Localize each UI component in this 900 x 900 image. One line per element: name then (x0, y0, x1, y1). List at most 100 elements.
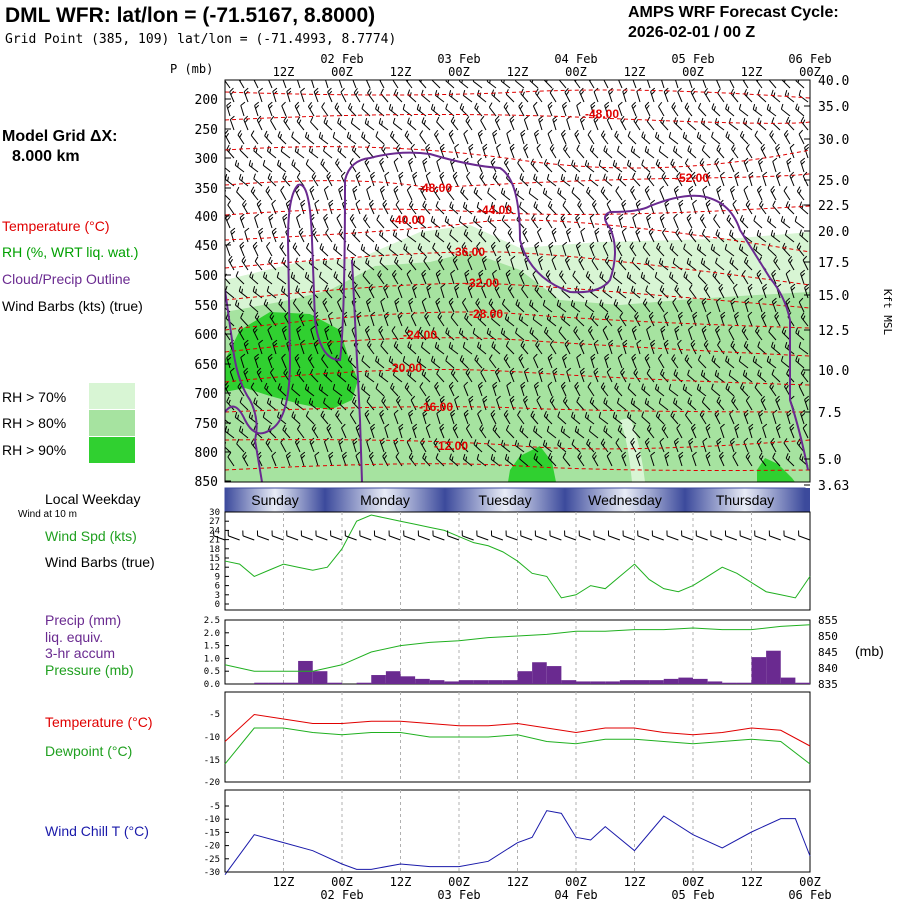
barb-staff (319, 276, 329, 285)
wind-barb (769, 130, 777, 145)
barb-staff (327, 91, 333, 103)
wind-barb (686, 213, 693, 229)
barb-flag (705, 287, 709, 292)
barb-flag (380, 88, 384, 94)
barb-staff (739, 108, 749, 117)
barb-staff (486, 80, 497, 89)
barb-flag (556, 300, 560, 306)
barb-flag (787, 160, 792, 165)
barb-flag (391, 106, 394, 112)
barb-staff (404, 80, 413, 89)
rh90-swatch (89, 437, 135, 463)
barb-flag (717, 340, 721, 346)
barb-staff (378, 122, 389, 131)
wind-barb (298, 311, 305, 327)
barb-staff (463, 233, 473, 243)
wind-barb (458, 327, 469, 341)
barb-flag (711, 103, 715, 109)
barb-staff (715, 80, 721, 89)
barb-staff (701, 301, 707, 313)
wind-barb (346, 243, 357, 257)
barb-staff (277, 136, 287, 145)
barb-flag (674, 284, 678, 290)
barb-staff (652, 535, 664, 541)
wind-barb (353, 284, 361, 299)
barb-flag (500, 327, 504, 334)
wind-barb (510, 255, 516, 271)
wind-barb (340, 87, 347, 103)
barb-flag (422, 272, 427, 277)
barb-staff (657, 302, 665, 313)
barb-flag (743, 185, 749, 191)
barb-flag (797, 330, 800, 335)
barb-flag (391, 326, 396, 332)
barb-flag (454, 283, 460, 288)
height-tick-label: 20.0 (818, 225, 849, 240)
barb-flag (802, 255, 808, 261)
wind-barb (492, 269, 497, 285)
barb-flag (754, 130, 758, 136)
barb-staff (533, 133, 539, 145)
wind-barb (267, 325, 273, 341)
barb-flag (662, 119, 665, 125)
barb-flag (391, 358, 394, 364)
barb-flag (646, 74, 651, 77)
barb-staff (520, 133, 525, 145)
barb-flag (571, 187, 575, 193)
barb-staff (375, 136, 385, 145)
barb-staff (771, 273, 777, 285)
wind-barb (756, 269, 763, 285)
barb-flag (757, 185, 762, 191)
wind-barb (237, 130, 245, 145)
barb-flag (648, 227, 654, 233)
precip-bar (590, 681, 606, 684)
barb-flag (787, 203, 791, 209)
barb-staff (515, 304, 525, 313)
wind-barb (703, 340, 711, 355)
barb-flag (449, 201, 452, 207)
barb-staff (347, 136, 357, 145)
barb-staff (673, 217, 679, 229)
barb-flag (659, 185, 665, 191)
barb-staff (327, 343, 333, 355)
barb-staff (395, 204, 403, 215)
barb-staff (509, 119, 515, 131)
wind-barb (743, 88, 753, 103)
bottom-date-label: 05 Feb (671, 888, 714, 900)
barb-flag (692, 199, 697, 204)
wind-barb (549, 340, 557, 355)
wind-barb (333, 271, 343, 285)
pressure-tick-label: 350 (195, 182, 218, 197)
wind-barb (311, 172, 319, 187)
barb-staff (790, 287, 795, 299)
barb-flag (654, 131, 658, 138)
barb-staff (616, 246, 623, 257)
barb-staff (230, 231, 235, 243)
rh90-region-thu (757, 458, 795, 482)
wind-barb (300, 87, 305, 103)
barb-flag (228, 147, 231, 153)
barb-staff (627, 164, 637, 173)
barb-flag (738, 243, 742, 250)
barb-staff (528, 192, 539, 201)
wind-barb (534, 284, 543, 299)
barb-staff (642, 302, 651, 313)
wind-barb (279, 242, 287, 257)
barb-flag (440, 146, 445, 151)
barb-flag (798, 530, 800, 536)
wind-barb (226, 353, 232, 369)
precip-bar (780, 677, 796, 684)
barb-flag (489, 330, 491, 336)
wind-barb (307, 353, 315, 369)
barb-flag (786, 157, 792, 162)
barb-flag (381, 232, 384, 238)
wind-barb (759, 200, 767, 215)
precip-bar (444, 681, 459, 684)
barb-staff (239, 245, 245, 257)
barb-flag (493, 132, 498, 137)
wind-barb (382, 199, 389, 215)
barb-flag (270, 259, 273, 265)
barb-flag (701, 297, 707, 303)
precip-bar (459, 680, 474, 684)
barb-staff (361, 136, 371, 145)
